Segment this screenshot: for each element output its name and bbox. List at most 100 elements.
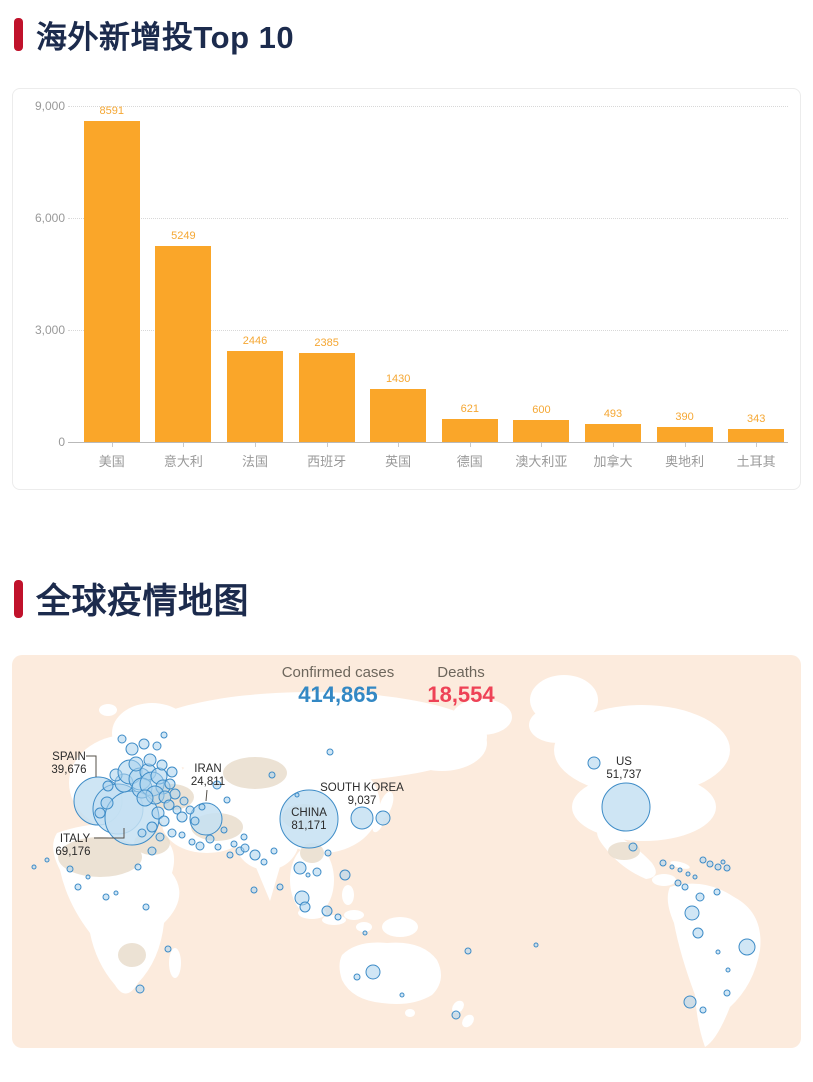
case-bubble xyxy=(188,838,196,846)
case-bubble xyxy=(176,811,188,823)
x-axis-tick xyxy=(469,443,471,447)
case-bubble xyxy=(152,741,162,751)
label-connector-line xyxy=(205,789,208,802)
case-bubble xyxy=(164,778,176,790)
case-bubble xyxy=(334,913,342,921)
x-axis-tick xyxy=(326,443,328,447)
y-axis-tick-label: 0 xyxy=(58,435,65,449)
bar-value-label: 5249 xyxy=(171,230,196,242)
case-bubble xyxy=(713,888,721,896)
x-axis-category-label: 西班牙 xyxy=(307,454,347,469)
case-bubble xyxy=(250,886,258,894)
case-bubble xyxy=(293,861,307,875)
case-bubble xyxy=(172,805,182,815)
case-bubble xyxy=(339,869,351,881)
case-bubble xyxy=(268,771,276,779)
x-axis-line xyxy=(68,442,788,443)
country-value-label: 81,171 xyxy=(291,820,326,832)
case-bubble xyxy=(692,927,704,939)
case-bubble xyxy=(128,756,144,772)
case-bubble xyxy=(167,828,177,838)
accent-bar-icon xyxy=(14,18,23,51)
case-bubble xyxy=(692,874,698,880)
case-bubble xyxy=(155,832,165,842)
case-bubble xyxy=(350,806,374,830)
section-title: 海外新增投Top 10 xyxy=(36,20,295,55)
case-bubble xyxy=(164,945,172,953)
case-bubble xyxy=(294,792,300,798)
country-name-label: CHINA xyxy=(291,807,327,819)
x-axis-category-label: 奥地利 xyxy=(665,454,705,469)
case-bubble xyxy=(699,856,707,864)
case-bubble xyxy=(166,766,178,778)
bar-英国 xyxy=(370,389,427,442)
bar-奥地利 xyxy=(656,427,713,442)
label-connector-line xyxy=(94,828,125,839)
case-bubble xyxy=(683,995,697,1009)
x-axis-tick xyxy=(398,443,400,447)
bar-西班牙 xyxy=(298,353,355,442)
case-bubble xyxy=(147,846,157,856)
gridline xyxy=(68,106,788,107)
case-bubble xyxy=(305,872,311,878)
deaths-value: 18,554 xyxy=(427,682,495,707)
case-bubble xyxy=(240,843,250,853)
case-bubble xyxy=(249,849,261,861)
x-axis-category-label: 加拿大 xyxy=(593,454,633,469)
case-bubble xyxy=(178,831,186,839)
case-bubble xyxy=(163,799,175,811)
case-bubble xyxy=(117,734,127,744)
case-bubble xyxy=(738,938,756,956)
continents xyxy=(53,675,761,1047)
case-bubble xyxy=(715,949,721,955)
case-bubble xyxy=(66,865,74,873)
case-bubble xyxy=(669,864,675,870)
confirmed-cases-label: Confirmed cases xyxy=(281,664,395,681)
case-bubble xyxy=(85,874,91,880)
gridline xyxy=(68,218,788,219)
bar-value-label: 2446 xyxy=(242,335,268,347)
case-bubble xyxy=(134,863,142,871)
case-bubble xyxy=(179,796,189,806)
case-bubble xyxy=(205,834,215,844)
x-axis-category-label: 德国 xyxy=(456,454,483,469)
case-bubble xyxy=(158,815,170,827)
bar-value-label: 343 xyxy=(747,413,766,425)
case-bubble xyxy=(185,805,195,815)
case-bubble xyxy=(321,905,333,917)
case-bubble xyxy=(681,883,689,891)
case-bubble xyxy=(113,890,119,896)
x-axis-tick xyxy=(541,443,543,447)
y-axis-tick-label: 9,000 xyxy=(34,99,65,113)
bar-德国 xyxy=(441,419,498,442)
case-bubble xyxy=(375,810,391,826)
x-axis-category-label: 意大利 xyxy=(163,454,203,469)
deaths-stat: Deaths 18,554 xyxy=(386,664,536,708)
country-name-label: SOUTH KOREA xyxy=(320,782,404,794)
case-bubble xyxy=(399,992,405,998)
case-bubble xyxy=(146,821,158,833)
case-bubble xyxy=(214,843,222,851)
case-bubble xyxy=(276,883,284,891)
case-bubble xyxy=(212,780,222,790)
overseas-top10-bar-chart: 9,000 6,000 3,000 0 8591 美国 5249 意大利 2446 法国 2385 西… xyxy=(12,88,801,490)
country-value-label: 24,811 xyxy=(191,776,225,788)
case-bubble xyxy=(451,1010,461,1020)
case-bubble xyxy=(684,905,700,921)
case-bubble xyxy=(190,816,200,826)
bar-value-label: 621 xyxy=(460,403,479,415)
x-axis-tick xyxy=(684,443,686,447)
case-bubble xyxy=(137,828,147,838)
y-axis-tick-label: 6,000 xyxy=(34,211,65,225)
country-value-label: 69,176 xyxy=(55,846,90,858)
label-connector-line xyxy=(86,755,97,777)
case-bubble xyxy=(142,903,150,911)
case-bubble xyxy=(279,789,339,849)
case-bubble xyxy=(31,864,37,870)
case-bubble xyxy=(102,780,114,792)
case-bubble xyxy=(156,759,168,771)
x-axis-category-label: 土耳其 xyxy=(736,454,776,469)
case-bubble xyxy=(136,789,154,807)
case-bubble xyxy=(685,871,691,877)
